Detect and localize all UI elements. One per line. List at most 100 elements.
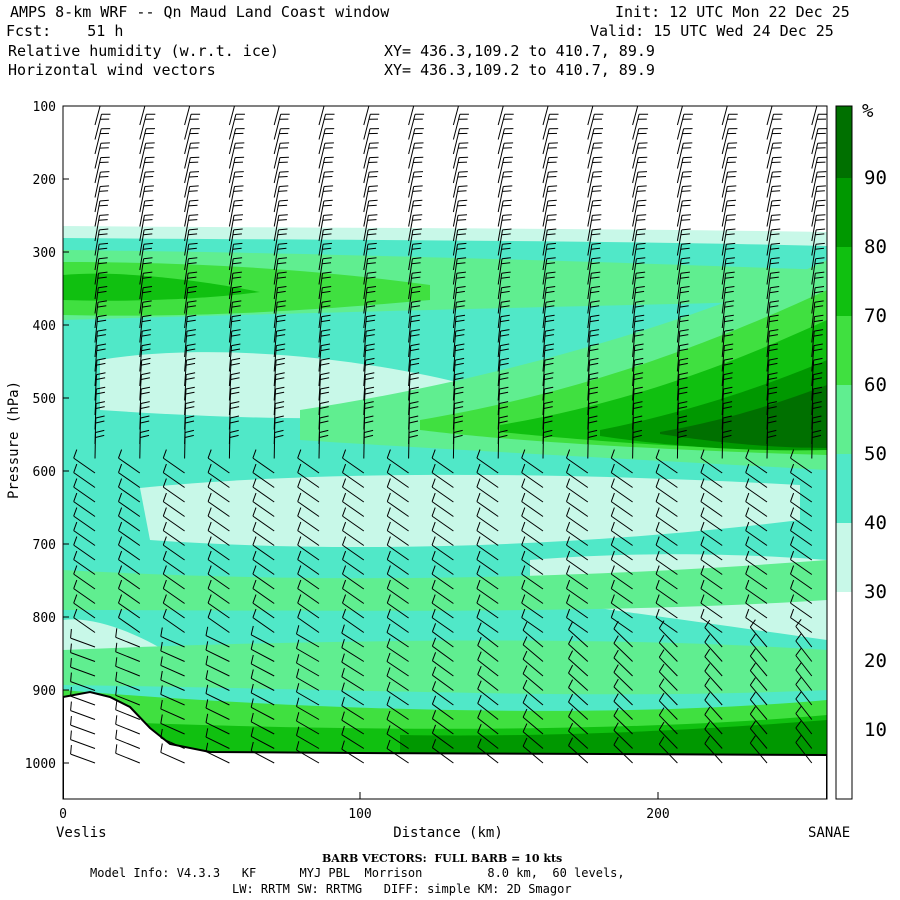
- y-tick-label: 600: [33, 465, 56, 480]
- wind-barb-shaft: [387, 544, 409, 561]
- wind-barb-flag: [277, 247, 287, 250]
- wind-barb-flag: [545, 290, 555, 294]
- wind-barb-flag: [658, 663, 665, 673]
- wind-barb-flag: [700, 521, 705, 531]
- wind-barb-flag: [207, 492, 212, 502]
- wind-barb-flag: [252, 521, 257, 531]
- wind-barb-flag: [700, 594, 705, 604]
- wind-barb-flag: [477, 637, 482, 646]
- wind-barb-shaft: [811, 302, 816, 329]
- xy-coords-wind: XY= 436.3,109.2 to 410.7, 89.9: [384, 61, 655, 79]
- wind-barb-flag: [232, 286, 242, 289]
- wind-barb-flag: [413, 171, 424, 173]
- wind-barb-flag: [73, 478, 78, 488]
- wind-barb-flag: [342, 478, 347, 488]
- wind-barb-flag: [320, 348, 330, 352]
- wind-barb-flag: [142, 305, 152, 308]
- wind-barb-flag: [726, 190, 736, 192]
- wind-barb-shaft: [341, 632, 365, 648]
- wind-barb-flag: [98, 233, 108, 236]
- wind-barb-flag: [185, 386, 195, 390]
- wind-barb-shaft: [721, 157, 729, 184]
- wind-barb-shaft: [94, 316, 99, 343]
- wind-barb-shaft: [228, 128, 237, 155]
- wind-barb-flag: [386, 492, 391, 502]
- wind-barb-flag: [187, 300, 197, 303]
- wind-barb-shaft: [497, 128, 505, 155]
- wind-barb-shaft: [477, 674, 499, 691]
- wind-barb-shaft: [655, 602, 678, 619]
- wind-barb-flag: [319, 420, 329, 424]
- wind-barb-shaft: [94, 374, 98, 401]
- wind-barb-flag: [97, 329, 107, 332]
- wind-barb-shaft: [228, 171, 236, 198]
- wind-barb-flag: [162, 521, 167, 531]
- wind-barb-shaft: [184, 106, 191, 126]
- wind-barb-flag: [205, 626, 209, 636]
- wind-barb-shaft: [297, 530, 320, 546]
- wind-barb-flag: [456, 314, 466, 318]
- wind-barb-shaft: [73, 573, 96, 590]
- wind-barb-shaft: [476, 530, 499, 546]
- wind-barb-shaft: [228, 258, 234, 285]
- wind-barb-shaft: [273, 186, 280, 213]
- wind-barb-flag: [367, 271, 377, 274]
- y-tick-label: 200: [33, 173, 56, 188]
- wind-barb-flag: [319, 415, 329, 419]
- wind-barb-flag: [790, 594, 795, 604]
- wind-barb-shaft: [521, 472, 544, 488]
- wind-barb-flag: [815, 219, 825, 221]
- wind-barb-shaft: [476, 515, 499, 532]
- wind-barb-flag: [367, 242, 377, 245]
- wind-barb-shaft: [73, 501, 96, 517]
- wind-barb-shaft: [542, 200, 549, 227]
- rh-band-90: [660, 385, 827, 448]
- wind-barb-flag: [725, 262, 735, 265]
- wind-barb-flag: [589, 386, 599, 390]
- wind-barb-shaft: [163, 486, 185, 503]
- wind-barb-flag: [455, 343, 465, 347]
- wind-barb-flag: [588, 401, 598, 404]
- wind-barb-flag: [501, 262, 511, 265]
- wind-barb-flag: [322, 219, 332, 221]
- wind-barb-shaft: [228, 106, 235, 126]
- wind-barb-shaft: [452, 258, 458, 285]
- wind-barb-flag: [297, 608, 302, 618]
- wind-barb-flag: [141, 348, 151, 352]
- wind-barb-flag: [410, 357, 420, 361]
- wind-barb-shaft: [811, 171, 818, 198]
- wind-barb-flag: [386, 638, 391, 648]
- wind-barb-flag: [296, 697, 300, 707]
- wind-barb-flag: [591, 247, 601, 250]
- wind-barb-flag: [704, 619, 711, 628]
- wind-barb-flag: [342, 507, 347, 517]
- wind-barb-flag: [233, 190, 243, 192]
- wind-barb-shaft: [811, 331, 815, 358]
- wind-barb-shaft: [118, 602, 141, 619]
- wind-barb-flag: [655, 463, 660, 473]
- wind-barb-shaft: [70, 637, 96, 648]
- wind-barb-shaft: [721, 229, 727, 256]
- wind-barb-flag: [162, 492, 167, 502]
- wind-barb-flag: [637, 171, 648, 173]
- wind-barb-flag: [770, 271, 780, 274]
- wind-barb-flag: [790, 536, 795, 546]
- wind-barb-flag: [365, 343, 375, 347]
- wind-barb-flag: [521, 478, 526, 488]
- wind-barb-flag: [503, 199, 513, 202]
- wind-barb-shaft: [611, 457, 633, 474]
- wind-barb-flag: [588, 434, 598, 438]
- wind-barb-shaft: [341, 690, 365, 706]
- wind-barb-flag: [162, 463, 167, 473]
- wind-barb-shaft: [318, 128, 326, 155]
- wind-barb-flag: [431, 724, 437, 734]
- wind-barb-shaft: [811, 374, 814, 401]
- wind-barb-flag: [142, 262, 152, 265]
- wind-barb-shaft: [363, 360, 367, 387]
- wind-barb-shaft: [811, 186, 818, 213]
- wind-barb-flag: [501, 300, 511, 303]
- wind-barb-flag: [745, 594, 750, 604]
- wind-barb-shaft: [363, 287, 368, 314]
- wind-barb-flag: [566, 565, 571, 575]
- wind-barb-shaft: [766, 360, 770, 387]
